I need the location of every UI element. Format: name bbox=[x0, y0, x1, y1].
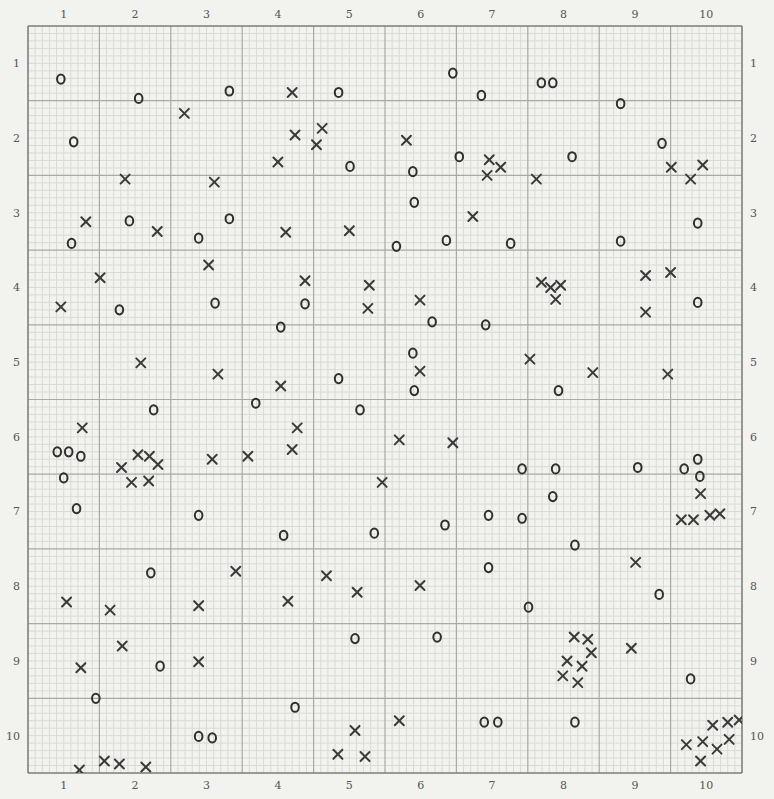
svg-text:3: 3 bbox=[13, 207, 20, 220]
svg-text:9: 9 bbox=[750, 655, 757, 668]
svg-text:4: 4 bbox=[274, 8, 281, 21]
svg-text:8: 8 bbox=[750, 580, 757, 593]
svg-text:10: 10 bbox=[699, 779, 713, 792]
svg-text:10: 10 bbox=[6, 730, 20, 743]
svg-text:6: 6 bbox=[417, 8, 424, 21]
svg-text:8: 8 bbox=[13, 580, 20, 593]
svg-text:2: 2 bbox=[132, 779, 139, 792]
svg-text:4: 4 bbox=[274, 779, 281, 792]
svg-text:4: 4 bbox=[750, 281, 757, 294]
svg-text:7: 7 bbox=[489, 779, 496, 792]
svg-text:6: 6 bbox=[13, 431, 20, 444]
svg-text:8: 8 bbox=[560, 8, 567, 21]
svg-text:5: 5 bbox=[346, 779, 353, 792]
svg-text:2: 2 bbox=[132, 8, 139, 21]
svg-text:7: 7 bbox=[750, 505, 757, 518]
svg-text:7: 7 bbox=[489, 8, 496, 21]
svg-text:10: 10 bbox=[699, 8, 713, 21]
svg-text:3: 3 bbox=[750, 207, 757, 220]
svg-text:1: 1 bbox=[13, 57, 20, 70]
svg-text:8: 8 bbox=[560, 779, 567, 792]
svg-text:1: 1 bbox=[60, 779, 67, 792]
svg-text:1: 1 bbox=[60, 8, 67, 21]
svg-text:5: 5 bbox=[346, 8, 353, 21]
svg-text:2: 2 bbox=[13, 132, 20, 145]
svg-text:6: 6 bbox=[750, 431, 757, 444]
svg-text:2: 2 bbox=[750, 132, 757, 145]
svg-text:6: 6 bbox=[417, 779, 424, 792]
svg-text:5: 5 bbox=[13, 356, 20, 369]
svg-text:5: 5 bbox=[750, 356, 757, 369]
svg-text:3: 3 bbox=[203, 8, 210, 21]
svg-text:3: 3 bbox=[203, 779, 210, 792]
svg-text:10: 10 bbox=[750, 730, 764, 743]
svg-text:4: 4 bbox=[13, 281, 20, 294]
svg-text:9: 9 bbox=[631, 779, 638, 792]
svg-text:7: 7 bbox=[13, 505, 20, 518]
svg-text:1: 1 bbox=[750, 57, 757, 70]
svg-text:9: 9 bbox=[631, 8, 638, 21]
svg-text:9: 9 bbox=[13, 655, 20, 668]
